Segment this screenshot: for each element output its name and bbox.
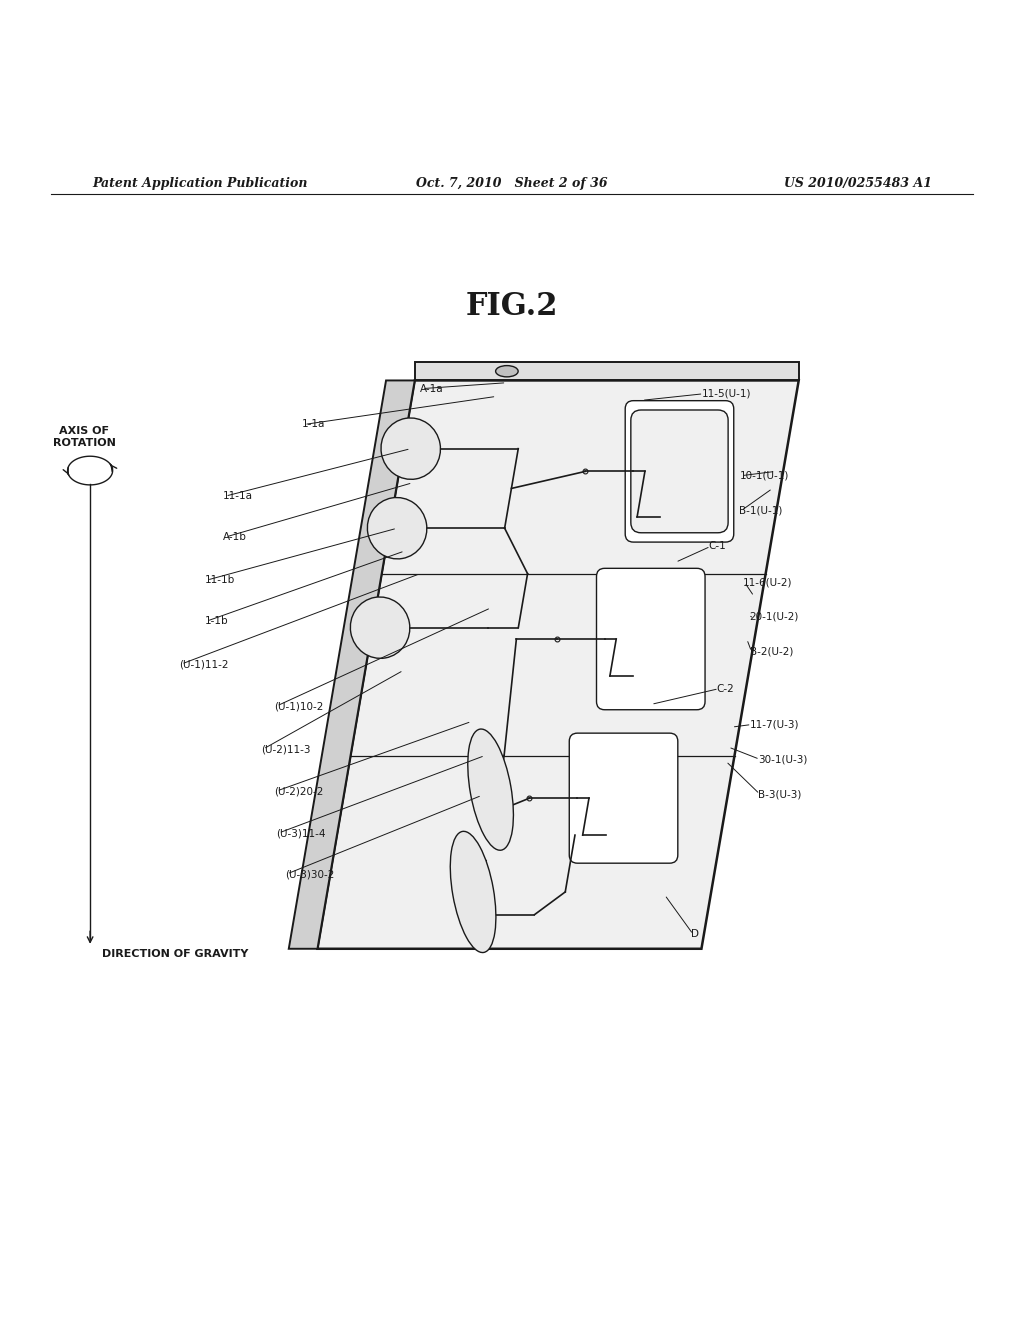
Text: B-1(U-1): B-1(U-1) (739, 506, 782, 516)
Text: D: D (691, 929, 699, 940)
Text: US 2010/0255483 A1: US 2010/0255483 A1 (783, 177, 932, 190)
Ellipse shape (468, 729, 513, 850)
Text: A-1b: A-1b (223, 532, 247, 543)
Text: C-1: C-1 (709, 541, 726, 552)
Text: 20-1(U-2): 20-1(U-2) (750, 612, 799, 622)
Text: (U-3)11-4: (U-3)11-4 (276, 828, 326, 838)
FancyBboxPatch shape (626, 401, 734, 543)
Text: Oct. 7, 2010   Sheet 2 of 36: Oct. 7, 2010 Sheet 2 of 36 (416, 177, 608, 190)
Text: (U-1)11-2: (U-1)11-2 (179, 659, 228, 669)
Text: Patent Application Publication: Patent Application Publication (92, 177, 307, 190)
FancyBboxPatch shape (597, 569, 706, 710)
Text: DIRECTION OF GRAVITY: DIRECTION OF GRAVITY (102, 949, 249, 958)
Text: (U-3)30-2: (U-3)30-2 (285, 869, 334, 879)
Ellipse shape (381, 418, 440, 479)
Text: C-2: C-2 (717, 684, 734, 694)
Text: 11-1a: 11-1a (223, 491, 253, 502)
Ellipse shape (451, 832, 496, 953)
Text: 11-6(U-2): 11-6(U-2) (742, 577, 792, 587)
Text: (U-1)10-2: (U-1)10-2 (274, 701, 324, 711)
Ellipse shape (350, 597, 410, 659)
Polygon shape (415, 362, 799, 380)
Text: 11-5(U-1): 11-5(U-1) (701, 389, 751, 399)
FancyBboxPatch shape (631, 411, 728, 533)
Text: FIG.2: FIG.2 (466, 292, 558, 322)
Text: 1-1b: 1-1b (205, 616, 228, 626)
Text: 11-1b: 11-1b (205, 576, 236, 585)
Polygon shape (289, 380, 415, 949)
Text: 10-1(U-1): 10-1(U-1) (739, 471, 788, 480)
Text: 1-1a: 1-1a (302, 420, 326, 429)
Ellipse shape (368, 498, 427, 558)
Text: (U-2)11-3: (U-2)11-3 (261, 744, 310, 754)
Polygon shape (317, 380, 799, 949)
Text: B-3(U-3): B-3(U-3) (758, 789, 801, 799)
Text: B-2(U-2): B-2(U-2) (750, 647, 793, 657)
Text: 11-7(U-3): 11-7(U-3) (750, 719, 799, 730)
Text: AXIS OF
ROTATION: AXIS OF ROTATION (52, 426, 116, 447)
Ellipse shape (496, 366, 518, 378)
Text: A-1a: A-1a (420, 384, 443, 393)
Text: 30-1(U-3): 30-1(U-3) (758, 754, 807, 764)
FancyBboxPatch shape (569, 733, 678, 863)
Text: (U-2)20-2: (U-2)20-2 (274, 787, 324, 796)
